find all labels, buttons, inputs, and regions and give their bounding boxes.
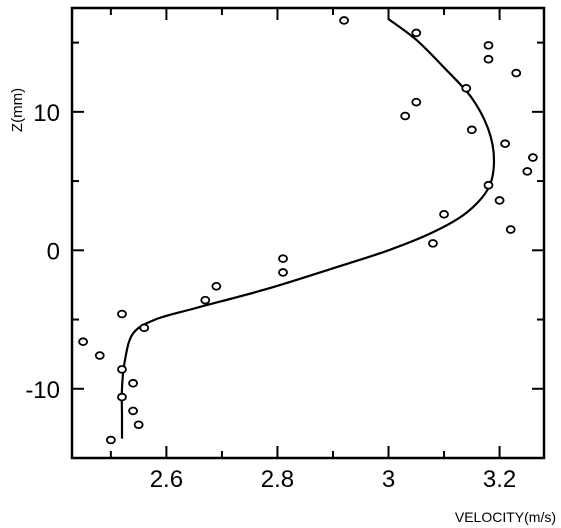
plot-frame	[70, 6, 546, 460]
data-point-30	[105, 435, 116, 445]
data-point-13	[494, 196, 505, 205]
x-axis-label: VELOCITY(m/s)	[455, 509, 556, 525]
data-point-5	[461, 84, 472, 93]
x-tick-label-2: 3	[382, 466, 395, 493]
data-point-10	[527, 153, 538, 162]
data-point-0	[339, 16, 349, 25]
fit-curve	[120, 18, 496, 439]
x-tick-label-0: 2.6	[150, 466, 183, 493]
data-point-1	[411, 28, 422, 38]
data-point-16	[428, 239, 438, 248]
data-point-12	[483, 180, 494, 190]
data-point-28	[128, 406, 138, 416]
data-point-7	[400, 111, 411, 121]
x-tick-label-3: 3.2	[483, 466, 516, 493]
data-point-14	[439, 210, 449, 219]
data-point-22	[139, 323, 150, 333]
data-point-18	[278, 268, 288, 277]
axis-tick-labels: 2.6 2.8 3 3.2 -10 0 10	[25, 100, 516, 493]
data-point-2	[483, 41, 494, 50]
data-point-20	[200, 295, 211, 305]
data-point-3	[483, 54, 494, 64]
data-point-25	[117, 365, 127, 374]
data-point-11	[522, 167, 533, 176]
data-point-15	[505, 225, 516, 234]
x-tick-label-1: 2.8	[261, 466, 294, 493]
data-point-23	[78, 337, 89, 346]
data-point-17	[278, 254, 288, 263]
data-point-24	[94, 351, 105, 360]
y-tick-label-0: -10	[25, 377, 60, 404]
data-point-27	[117, 392, 127, 402]
data-point-4	[511, 68, 522, 78]
data-point-6	[411, 97, 422, 107]
axis-ticks	[72, 8, 544, 459]
data-point-9	[500, 139, 511, 148]
data-point-29	[133, 420, 144, 430]
y-tick-label-1: 0	[47, 238, 60, 265]
y-axis-label: Z(mm)	[9, 88, 26, 132]
y-tick-label-2: 10	[33, 100, 60, 127]
data-point-21	[117, 309, 127, 319]
data-point-19	[211, 282, 222, 291]
data-point-8	[466, 125, 477, 135]
data-point-26	[128, 378, 138, 388]
data-points	[78, 16, 538, 445]
fit-curve-layer	[120, 18, 496, 439]
